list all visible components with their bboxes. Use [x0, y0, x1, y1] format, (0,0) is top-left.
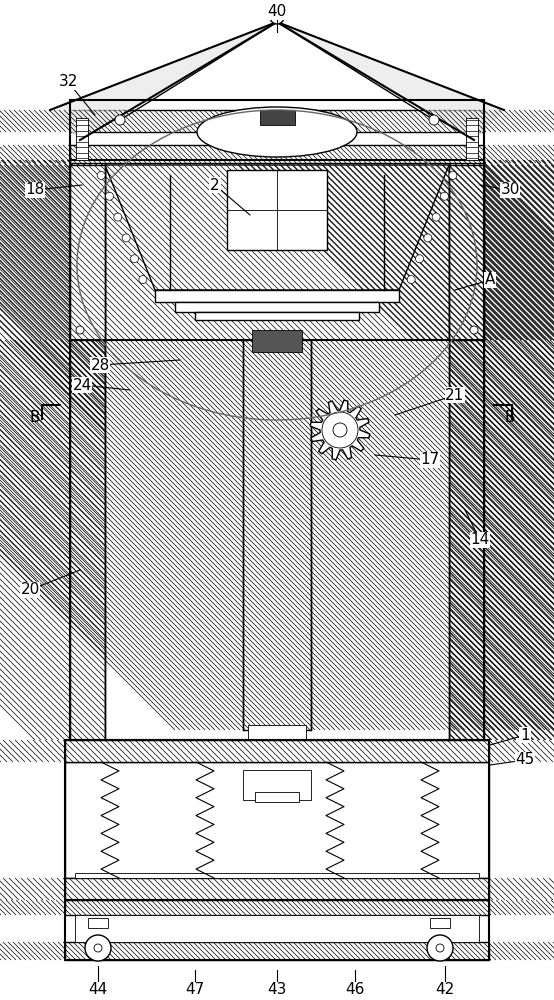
Bar — [70, 145, 484, 163]
Bar — [65, 740, 489, 762]
Bar — [243, 770, 311, 800]
Text: 42: 42 — [435, 982, 455, 998]
Text: 30: 30 — [500, 182, 520, 198]
Circle shape — [85, 935, 111, 961]
Text: 32: 32 — [58, 75, 78, 90]
Circle shape — [333, 423, 347, 437]
Text: 18: 18 — [25, 182, 45, 198]
Polygon shape — [277, 22, 504, 140]
Bar — [70, 160, 484, 740]
Circle shape — [139, 276, 147, 284]
Bar — [260, 110, 295, 125]
Bar — [227, 170, 327, 250]
Bar — [70, 100, 484, 340]
Text: 24: 24 — [73, 377, 91, 392]
Text: 28: 28 — [90, 358, 110, 372]
Circle shape — [94, 944, 102, 952]
Bar — [255, 792, 299, 802]
Circle shape — [470, 326, 478, 334]
Bar — [65, 942, 489, 960]
Bar — [75, 915, 479, 942]
Text: 47: 47 — [186, 982, 204, 998]
Circle shape — [270, 10, 284, 24]
Text: 43: 43 — [268, 982, 286, 998]
Circle shape — [97, 171, 105, 179]
Circle shape — [122, 234, 130, 242]
Bar — [65, 762, 489, 878]
Text: 2: 2 — [210, 178, 220, 192]
Bar — [65, 878, 489, 900]
Bar — [65, 900, 489, 915]
Text: 14: 14 — [470, 532, 490, 548]
Text: 40: 40 — [268, 4, 286, 19]
Bar — [76, 118, 88, 160]
Bar — [430, 918, 450, 928]
Text: 17: 17 — [420, 452, 440, 468]
Circle shape — [432, 213, 440, 221]
Circle shape — [416, 255, 423, 263]
Text: 45: 45 — [515, 752, 535, 768]
Text: 1: 1 — [520, 728, 530, 742]
Circle shape — [407, 276, 415, 284]
Bar — [155, 290, 399, 302]
Circle shape — [424, 234, 432, 242]
Circle shape — [449, 171, 457, 179]
Circle shape — [105, 192, 114, 200]
Text: 44: 44 — [89, 982, 107, 998]
Bar — [449, 160, 484, 740]
Bar — [243, 340, 311, 730]
Bar — [175, 302, 379, 312]
Bar — [248, 725, 306, 740]
Text: A: A — [485, 272, 495, 288]
Bar — [65, 740, 489, 900]
Text: B: B — [30, 410, 40, 424]
Ellipse shape — [197, 107, 357, 157]
Text: B: B — [505, 410, 515, 424]
Bar — [466, 118, 478, 160]
Text: 20: 20 — [20, 582, 40, 597]
Bar — [70, 165, 105, 340]
Circle shape — [115, 115, 125, 125]
Circle shape — [131, 255, 138, 263]
Bar — [70, 160, 105, 740]
Bar — [449, 165, 484, 340]
Bar — [105, 160, 449, 740]
Text: 21: 21 — [445, 387, 465, 402]
Polygon shape — [105, 165, 449, 290]
Circle shape — [436, 944, 444, 952]
Bar — [88, 918, 108, 928]
Circle shape — [429, 115, 439, 125]
Text: 46: 46 — [345, 982, 365, 998]
Bar — [75, 873, 479, 878]
Circle shape — [114, 213, 122, 221]
Bar — [70, 110, 484, 132]
Circle shape — [440, 192, 449, 200]
Polygon shape — [310, 400, 370, 460]
Circle shape — [76, 326, 84, 334]
Circle shape — [427, 935, 453, 961]
Polygon shape — [50, 22, 277, 140]
Bar — [252, 330, 302, 352]
Bar — [195, 312, 359, 320]
Bar — [65, 900, 489, 960]
